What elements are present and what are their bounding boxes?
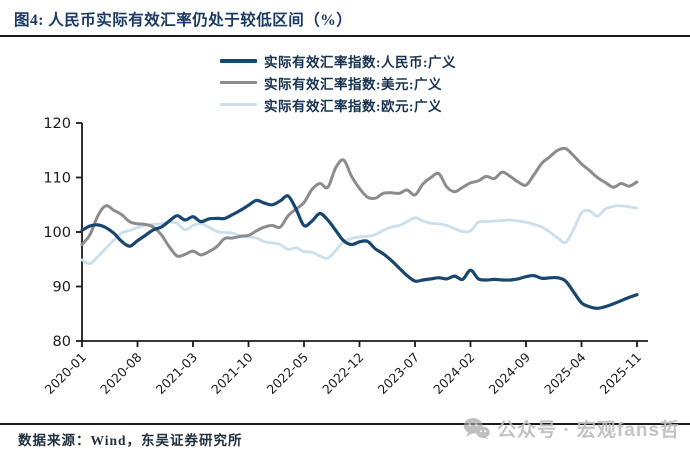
svg-text:2020-08: 2020-08 <box>97 349 145 397</box>
svg-text:2021-10: 2021-10 <box>208 349 256 397</box>
x-tick-label: 2025-04 <box>541 349 589 397</box>
svg-text:2024-02: 2024-02 <box>430 350 478 398</box>
x-tick-label: 2022-12 <box>319 350 367 398</box>
svg-text:2020-01: 2020-01 <box>42 350 90 398</box>
x-tick-label: 2021-03 <box>153 350 201 398</box>
y-tick-label: 80 <box>53 334 71 350</box>
axes <box>81 123 648 342</box>
legend-item-eur: 实际有效汇率指数:欧元:广义 <box>220 96 456 114</box>
x-tick-label: 2020-01 <box>42 350 90 398</box>
legend-item-usd: 实际有效汇率指数:美元:广义 <box>220 74 456 92</box>
legend-swatch-eur <box>220 103 257 106</box>
svg-text:2025-11: 2025-11 <box>597 350 645 398</box>
svg-text:2025-04: 2025-04 <box>541 349 589 397</box>
legend-label-usd: 实际有效汇率指数:美元:广义 <box>264 76 442 92</box>
axis-lines <box>81 123 648 342</box>
x-tick-label: 2023-07 <box>375 350 423 398</box>
line-chart-svg: 80 90 100 110 120 2020-01 2020-08 2021-03 2021-1… <box>42 116 648 398</box>
x-tick-label: 2020-08 <box>97 349 145 397</box>
svg-text:2024-09: 2024-09 <box>486 349 534 397</box>
x-tick-label: 2025-11 <box>597 350 645 398</box>
title-divider <box>0 35 690 37</box>
svg-text:2022-12: 2022-12 <box>319 350 367 398</box>
wechat-icon <box>463 418 490 440</box>
legend-label-eur: 实际有效汇率指数:欧元:广义 <box>264 98 442 114</box>
y-tick-label: 90 <box>53 280 71 296</box>
svg-text:2022-05: 2022-05 <box>264 350 312 398</box>
footer-divider <box>0 423 690 425</box>
y-tick-label: 120 <box>43 116 71 132</box>
chart-legend: 实际有效汇率指数:人民币:广义 实际有效汇率指数:美元:广义 实际有效汇率指数:… <box>220 52 456 114</box>
legend-swatch-usd <box>220 81 257 84</box>
data-source-note: 数据来源：Wind，东吴证券研究所 <box>18 433 243 448</box>
series-line-usd <box>80 146 639 258</box>
chart-title: 图4: 人民币实际有效汇率仍处于较低区间（%） <box>14 12 353 29</box>
legend-swatch-rmb <box>220 58 257 63</box>
series-line-eur <box>80 204 639 266</box>
legend-label-rmb: 实际有效汇率指数:人民币:广义 <box>264 54 456 70</box>
chart-area: 80 90 100 110 120 2020-01 2020-08 2021-03 2021-1… <box>0 112 690 407</box>
svg-text:2021-03: 2021-03 <box>153 350 201 398</box>
watermark: 公众号 · 宏观fans哲 <box>463 415 680 442</box>
legend-item-rmb: 实际有效汇率指数:人民币:广义 <box>220 52 456 70</box>
series-line-rmb <box>80 194 639 310</box>
y-tick-label: 110 <box>43 171 71 187</box>
watermark-text: 公众号 · 宏观fans哲 <box>497 420 680 441</box>
x-tick-label: 2021-10 <box>208 349 256 397</box>
y-tick-label: 100 <box>43 225 71 241</box>
x-tick-label: 2022-05 <box>264 350 312 398</box>
svg-text:2023-07: 2023-07 <box>375 350 423 398</box>
x-tick-label: 2024-02 <box>430 350 478 398</box>
x-tick-label: 2024-09 <box>486 349 534 397</box>
